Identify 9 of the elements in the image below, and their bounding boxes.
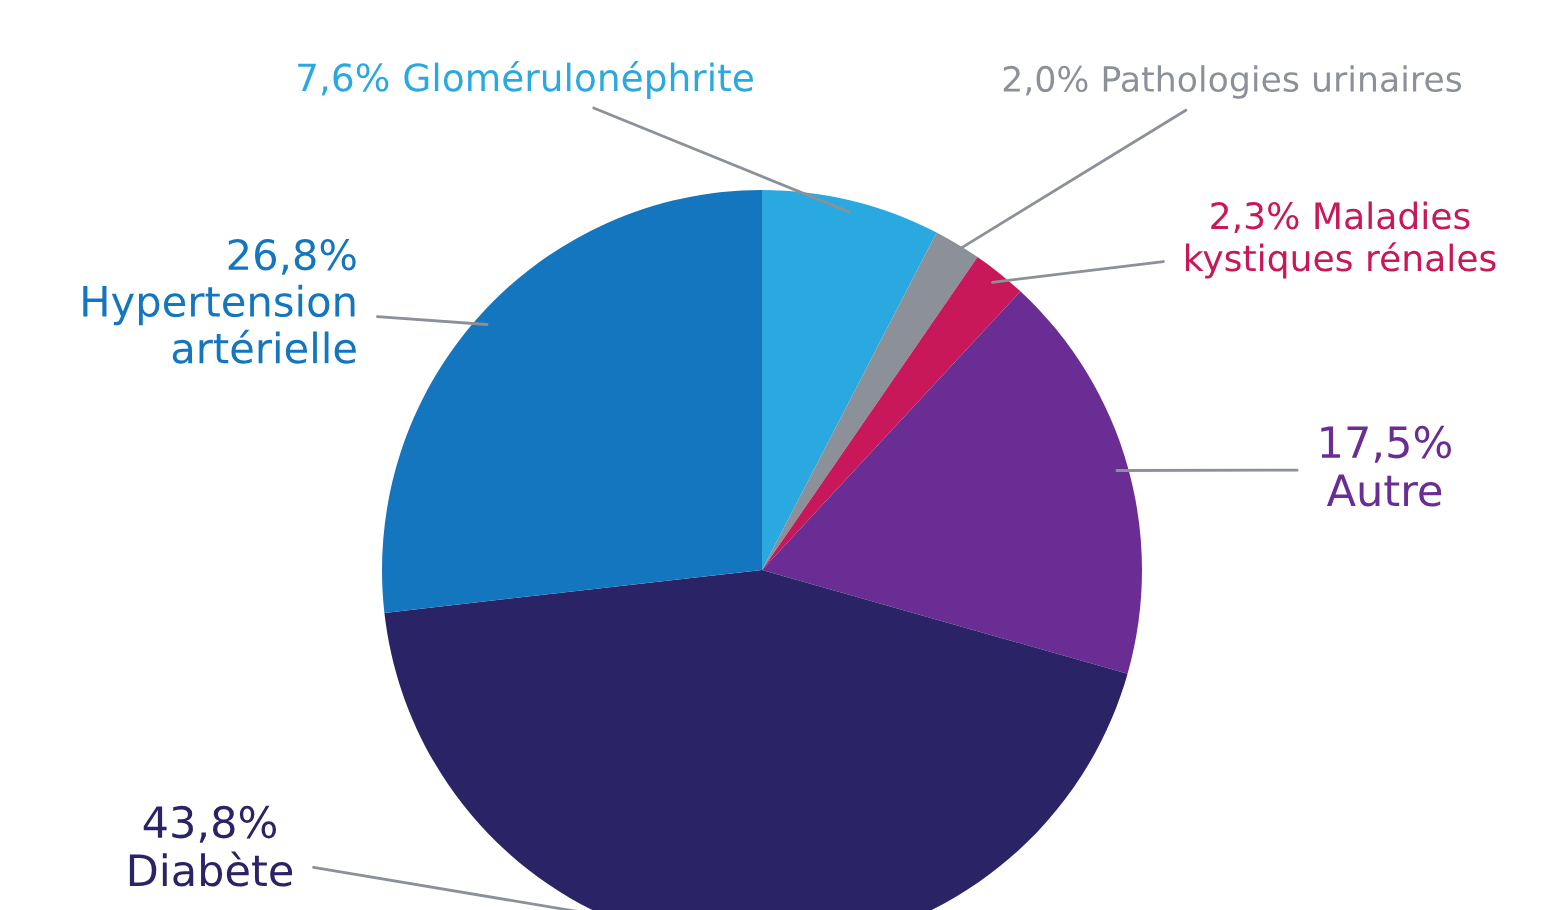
slice-label: Diabète (129, 851, 293, 887)
slice-label: Autre (1326, 474, 1442, 507)
slice-label: 7,6% Glomérulonéphrite (298, 61, 753, 99)
data-label: 26,8% (228, 238, 356, 275)
slice-label: 2,0% Pathologies urinaires (1003, 65, 1462, 99)
slice-label: 2,3% Maladies kystiques rénales (1185, 201, 1496, 279)
data-label: 43,8% (143, 805, 277, 843)
data-label: 17,5% (1321, 425, 1452, 463)
slice-label: Hypertension artérielle (83, 284, 356, 364)
